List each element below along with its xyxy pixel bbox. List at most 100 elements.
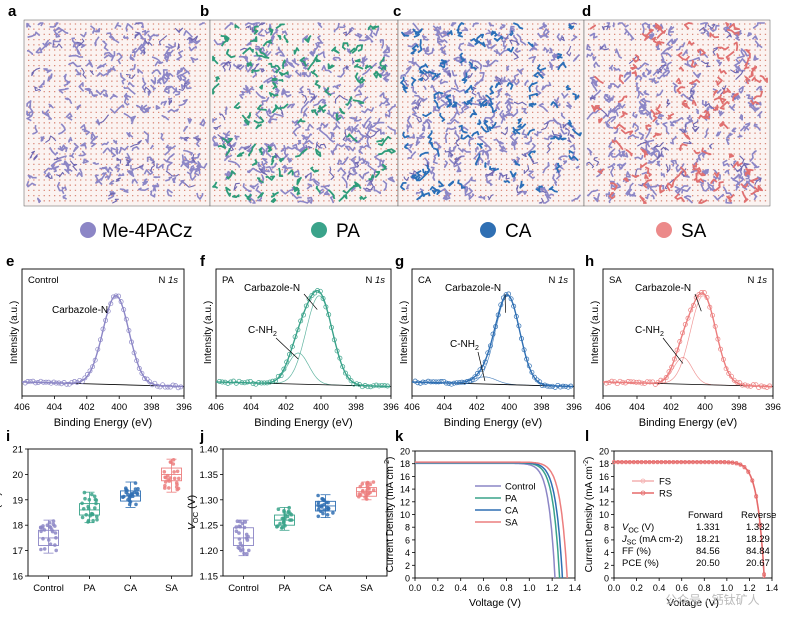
data-point	[485, 350, 491, 356]
data-point	[289, 344, 295, 350]
data-point	[270, 378, 276, 384]
box-control	[38, 519, 59, 554]
data-point	[50, 529, 55, 534]
panel-letter-j: j	[199, 428, 204, 445]
data-point	[39, 529, 43, 534]
data-point	[95, 517, 99, 522]
x-tick-label: 1.0	[721, 583, 734, 593]
x-tick-label: 398	[144, 402, 160, 413]
marker	[742, 464, 747, 469]
legend-swatch-sa	[656, 222, 672, 238]
data-point	[690, 302, 696, 308]
data-point	[316, 493, 320, 498]
data-point	[51, 379, 57, 385]
data-point	[343, 370, 348, 376]
data-point	[459, 379, 465, 385]
data-point	[163, 486, 167, 490]
md-substrate-atoms	[28, 23, 207, 202]
data-point	[547, 384, 553, 390]
data-point	[513, 314, 519, 319]
data-point	[555, 382, 561, 388]
data-point	[47, 524, 52, 529]
data-point	[219, 379, 225, 385]
marker	[679, 459, 684, 464]
data-point	[126, 498, 130, 502]
xps-panel-g: 406 404 402 400 398 396 Binding Energy (eV) Int…	[399, 268, 582, 429]
md-me4pacz-detail	[213, 22, 388, 191]
data-point	[363, 491, 368, 496]
data-point	[242, 551, 246, 556]
data-point	[309, 293, 315, 298]
data-point	[79, 379, 85, 384]
y-tick-label: 6	[604, 535, 609, 545]
data-point	[295, 327, 301, 333]
data-point	[59, 381, 64, 387]
data-point	[92, 494, 97, 499]
unit: (mA cm-2)	[636, 534, 682, 545]
data-point	[354, 381, 360, 387]
data-point	[362, 383, 368, 388]
data-point	[358, 484, 363, 489]
data-point	[84, 513, 88, 517]
marker	[612, 459, 616, 464]
x-tick-label: 404	[436, 402, 452, 413]
data-point	[154, 383, 160, 389]
table-header-reverse: Reverse	[741, 510, 776, 521]
md-additive-molecules	[212, 23, 396, 203]
data-point	[22, 380, 28, 386]
table-row-label: JSC (mA cm-2)	[621, 534, 683, 547]
box-sa	[356, 480, 377, 501]
x-tick-label: 406	[14, 402, 30, 413]
y-axis-label: Current Density (mA cm-2)	[384, 457, 396, 573]
data-point	[322, 498, 326, 503]
data-point	[172, 470, 176, 474]
y-tick-label: 1.30	[200, 495, 219, 506]
data-point	[606, 380, 612, 386]
x-tick-label: 0.8	[698, 583, 711, 593]
data-point	[319, 503, 324, 508]
annotation-carbazole-n: Carbazole-N	[635, 283, 691, 294]
data-point	[340, 364, 346, 370]
x-tick-label: 404	[243, 402, 259, 413]
data-point	[238, 541, 243, 545]
marker	[726, 460, 731, 465]
data-point	[82, 375, 88, 381]
data-point	[368, 490, 373, 495]
y-label-sup: -2	[583, 460, 590, 466]
data-point	[90, 364, 96, 370]
data-point	[521, 347, 527, 353]
data-point	[250, 381, 256, 387]
marker	[623, 459, 628, 464]
marker	[710, 459, 715, 464]
data-point	[42, 528, 47, 532]
data-point	[30, 378, 36, 384]
data-point	[162, 384, 168, 390]
data-point	[526, 363, 532, 369]
data-point	[86, 518, 91, 523]
data-point	[438, 379, 444, 384]
data-point	[537, 379, 543, 385]
annotation-leader	[694, 293, 702, 312]
y-tick-label: 1.20	[200, 546, 219, 557]
data-point	[93, 497, 98, 502]
data-point	[631, 379, 637, 385]
data-point	[758, 383, 764, 389]
marker	[722, 460, 727, 464]
data-point	[278, 373, 284, 379]
box-control	[233, 519, 254, 557]
data-point	[316, 500, 321, 505]
x-tick-label: 404	[46, 402, 62, 413]
data-point	[129, 493, 133, 497]
y-label-main: Current Density (mA cm	[584, 466, 595, 572]
x-tick-label: 402	[278, 402, 294, 413]
data-point	[56, 380, 62, 386]
md-snapshot-control	[23, 19, 211, 207]
data-point	[433, 379, 439, 385]
data-point	[542, 382, 548, 388]
marker	[718, 459, 723, 464]
data-point	[69, 379, 75, 385]
table-value-forward: 18.21	[696, 534, 720, 545]
data-point	[43, 379, 49, 385]
marker	[663, 459, 668, 464]
